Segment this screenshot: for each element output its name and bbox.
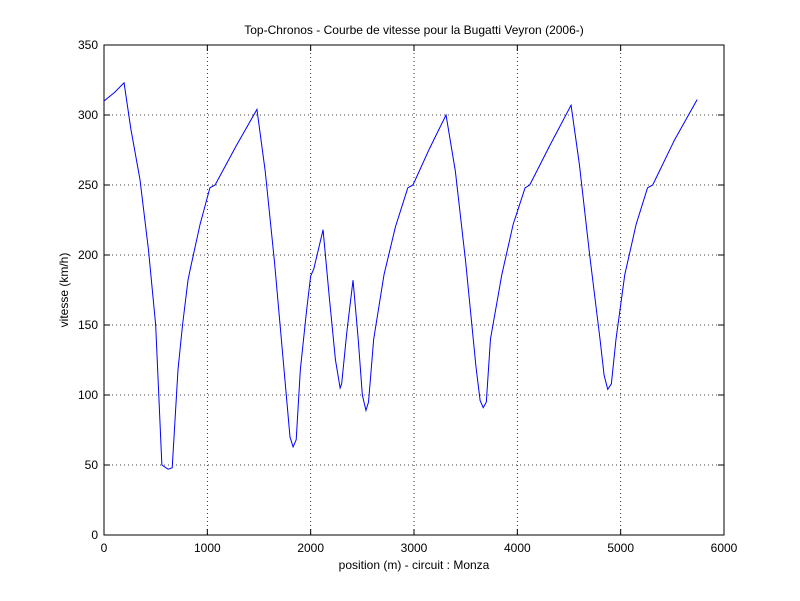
x-tick-label: 3000 [401, 541, 428, 555]
y-tick-label: 50 [85, 458, 99, 472]
x-tick-label: 0 [101, 541, 108, 555]
x-tick-label: 1000 [194, 541, 221, 555]
chart-title: Top-Chronos - Courbe de vitesse pour la … [244, 23, 584, 37]
speed-line [103, 81, 698, 470]
x-tick-label: 5000 [607, 541, 634, 555]
x-tick-label: 4000 [504, 541, 531, 555]
y-tick-label: 350 [78, 38, 98, 52]
y-tick-label: 250 [78, 178, 98, 192]
y-tick-label: 300 [78, 108, 98, 122]
y-tick-label: 200 [78, 248, 98, 262]
x-axis-label: position (m) - circuit : Monza [339, 558, 490, 572]
y-tick-label: 0 [91, 528, 98, 542]
y-axis-label: vitesse (km/h) [57, 253, 71, 328]
plot-frame [103, 44, 725, 536]
x-tick-label: 2000 [297, 541, 324, 555]
x-tick-label: 6000 [711, 541, 738, 555]
y-tick-label: 100 [78, 388, 98, 402]
y-tick-label: 150 [78, 318, 98, 332]
